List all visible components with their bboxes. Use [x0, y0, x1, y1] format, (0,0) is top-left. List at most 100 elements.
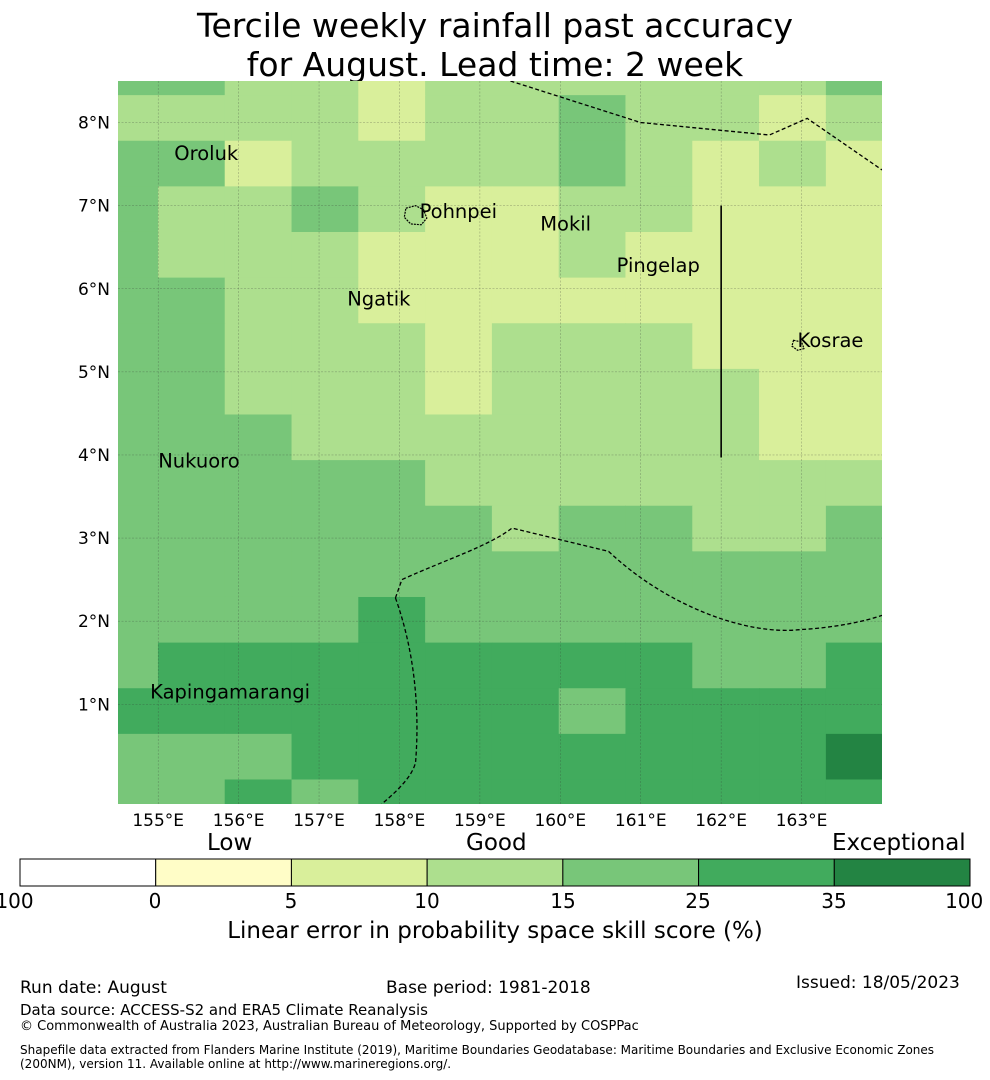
grid-cell	[157, 368, 226, 416]
place-label: Pohnpei	[420, 200, 498, 223]
grid-cell	[157, 323, 226, 370]
grid-cell	[291, 81, 359, 96]
grid-cell	[491, 414, 560, 461]
colorbar-tick: 5	[284, 889, 298, 913]
grid-cell	[491, 140, 560, 187]
grid-cell	[118, 231, 159, 279]
grid-cell	[759, 81, 827, 96]
grid-cell	[558, 688, 627, 735]
grid-cell	[291, 551, 359, 598]
issued-date: Issued: 18/05/2023	[796, 973, 960, 993]
copyright: © Commonwealth of Australia 2023, Austra…	[20, 1019, 639, 1034]
grid-cell	[825, 414, 882, 461]
grid-cell	[825, 140, 882, 187]
y-tick-label: 6°N	[78, 280, 110, 300]
grid-cell	[224, 688, 293, 735]
grid-cell	[224, 642, 293, 689]
grid-cell	[224, 231, 293, 279]
data-source: Data source: ACCESS-S2 and ERA5 Climate …	[20, 1001, 428, 1019]
grid-cell	[825, 779, 882, 804]
grid-cell	[118, 140, 159, 187]
grid-cell	[425, 186, 493, 233]
grid-cell	[825, 186, 882, 233]
grid-cell	[759, 505, 827, 552]
grid-cell	[491, 688, 560, 735]
map-title: Tercile weekly rainfall past accuracy fo…	[0, 6, 990, 84]
grid-cell	[692, 551, 760, 598]
grid-cell	[825, 733, 882, 781]
grid-cell	[157, 688, 226, 735]
grid-cell	[491, 733, 560, 781]
grid-cell	[759, 596, 827, 644]
grid-cell	[558, 95, 627, 142]
grid-cell	[625, 140, 693, 187]
grid-cell	[358, 596, 426, 644]
grid-cell	[224, 505, 293, 552]
grid-cell	[224, 186, 293, 233]
grid-cell	[625, 733, 693, 781]
colorbar-swatch	[698, 858, 835, 887]
grid-cell	[558, 733, 627, 781]
y-tick-label: 7°N	[78, 197, 110, 217]
rainfall-accuracy-map: Oroluk Pohnpei Mokil Pingelap Ngatik Kosrae Nu…	[78, 81, 882, 830]
grid-cell	[291, 95, 359, 142]
grid-cell	[291, 460, 359, 507]
grid-cell	[491, 779, 560, 804]
grid-cell	[558, 186, 627, 233]
grid-cell	[425, 95, 493, 142]
grid-cell	[358, 231, 426, 279]
x-tick-label: 155°E	[132, 811, 184, 830]
colorbar-swatch	[19, 858, 157, 887]
grid-cell	[224, 596, 293, 644]
colorbar-swatch	[833, 858, 971, 887]
grid-cell	[825, 95, 882, 142]
grid-cell	[491, 642, 560, 689]
grid-cell	[425, 323, 493, 370]
grid-cell	[358, 140, 426, 187]
y-tick-label: 4°N	[78, 446, 110, 466]
grid-cell	[625, 231, 693, 279]
grid-cell	[291, 688, 359, 735]
x-tick-label: 163°E	[776, 811, 828, 830]
grid-cell	[358, 323, 426, 370]
grid-cell	[759, 733, 827, 781]
grid-cell	[692, 323, 760, 370]
place-label: Pingelap	[617, 254, 700, 277]
grid-cell	[118, 688, 159, 735]
run-date: Run date: August	[20, 978, 167, 998]
colorbar-swatch	[155, 858, 292, 887]
colorbar-swatch	[426, 858, 564, 887]
grid-cell	[825, 551, 882, 598]
skill-grid-cells	[118, 81, 882, 804]
map-title-line-2: for August. Lead time: 2 week	[246, 45, 744, 84]
grid-cell	[425, 140, 493, 187]
shapefile-credit-line-2: (200NM), version 11. Available online at…	[20, 1057, 452, 1071]
grid-cell	[692, 460, 760, 507]
place-label: Mokil	[540, 213, 591, 236]
place-label: Kapingamarangi	[150, 680, 310, 703]
colorbar-swatch	[562, 858, 700, 887]
grid-cell	[425, 596, 493, 644]
place-label: Kosrae	[798, 329, 864, 352]
grid-cell	[625, 688, 693, 735]
y-tick-label: 8°N	[78, 114, 110, 134]
colorbar-tick: 0	[148, 889, 162, 913]
grid-cell	[157, 551, 226, 598]
grid-cell	[692, 642, 760, 689]
grid-cell	[825, 505, 882, 552]
grid-cell	[759, 277, 827, 324]
x-tick-label: 160°E	[534, 811, 586, 830]
kosrae-island-outline	[791, 339, 805, 351]
grid-cell	[825, 642, 882, 689]
grid-cell	[157, 231, 226, 279]
grid-cell	[625, 779, 693, 804]
y-tick-label: 2°N	[78, 612, 110, 632]
grid-cell	[358, 779, 426, 804]
grid-cell	[759, 95, 827, 142]
colorbar-tick: 25	[685, 889, 711, 913]
grid-cell	[558, 81, 627, 96]
grid-cell	[118, 460, 159, 507]
grid-cell	[692, 733, 760, 781]
colorbar-tick: 15	[550, 889, 576, 913]
place-labels: Oroluk Pohnpei Mokil Pingelap Ngatik Kosrae Nu…	[150, 142, 863, 704]
